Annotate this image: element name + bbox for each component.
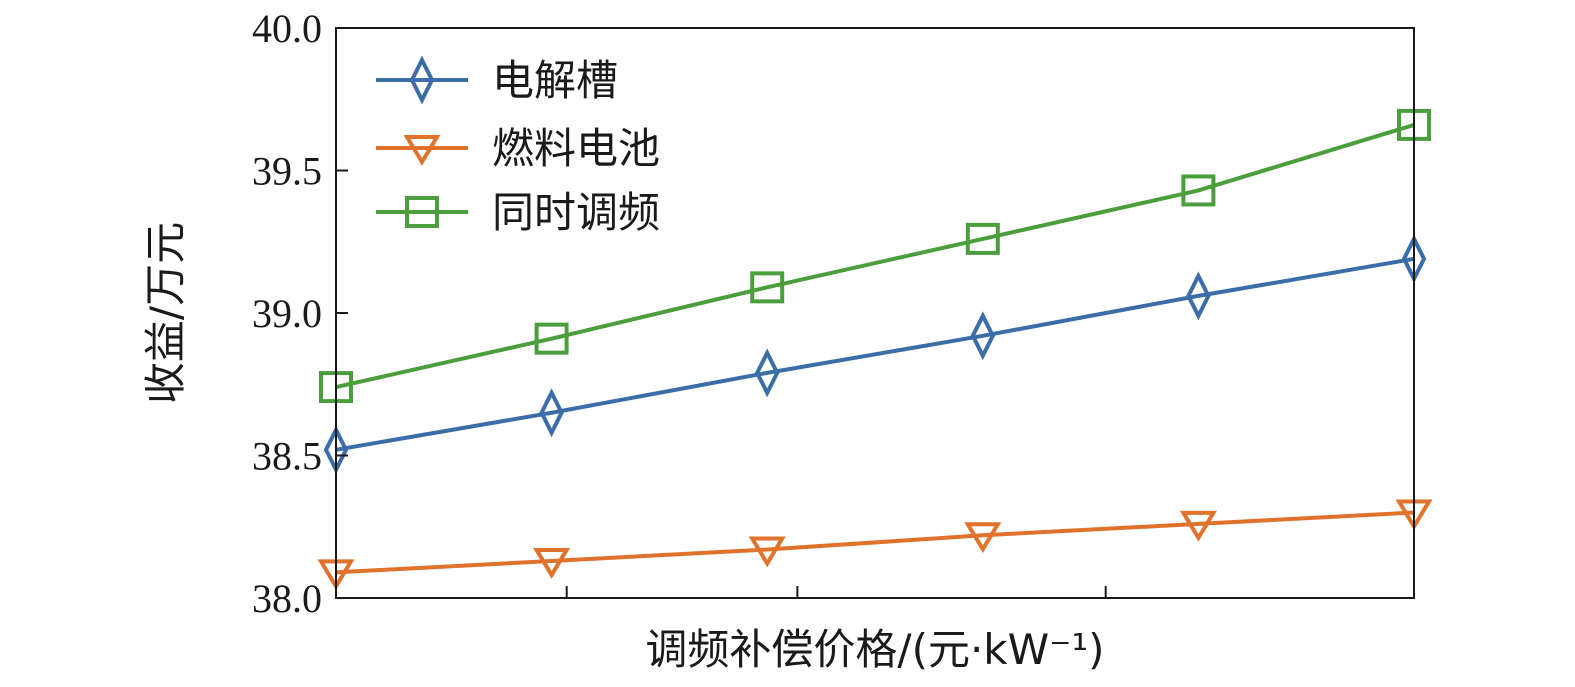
legend-marker <box>403 135 441 166</box>
series-layer <box>317 108 1433 591</box>
series-line <box>335 256 1415 452</box>
y-tick-label: 39.0 <box>252 291 322 336</box>
data-point-marker <box>539 388 564 438</box>
series-2 <box>317 499 1433 591</box>
legend-label: 同时调频 <box>492 188 660 237</box>
legend-marker <box>405 196 439 228</box>
data-point-marker <box>534 322 569 355</box>
legend-item-2: 燃料电池 <box>376 124 660 173</box>
legend-marker <box>409 55 435 105</box>
data-point-marker <box>1181 174 1216 207</box>
data-point-marker <box>748 536 786 568</box>
plot-frame <box>335 27 1415 599</box>
series-line <box>335 510 1415 575</box>
data-point-marker <box>1179 510 1217 542</box>
data-point-marker <box>964 522 1002 554</box>
y-tick-label: 38.5 <box>252 434 322 479</box>
series-3 <box>319 108 1431 404</box>
y-axis-title: 收益/万元 <box>141 222 190 404</box>
legend-label: 燃料电池 <box>492 124 660 173</box>
tick-layer: 38.0 38.5 39.0 39.5 40.0 <box>252 6 1107 621</box>
data-point-marker <box>754 348 780 398</box>
data-point-marker <box>533 547 571 579</box>
y-tick-label: 40.0 <box>252 6 322 51</box>
data-point-marker <box>965 222 1000 255</box>
data-point-marker <box>1186 271 1211 321</box>
data-point-marker <box>970 311 996 361</box>
x-axis-title: 调频补偿价格/(元·kW⁻¹) <box>645 625 1104 674</box>
series-line <box>335 122 1415 390</box>
data-point-marker <box>750 271 785 304</box>
legend-label: 电解槽 <box>492 56 618 105</box>
y-tick-label: 39.5 <box>252 149 322 194</box>
legend-item-1: 电解槽 <box>376 55 618 105</box>
y-tick-label: 38.0 <box>252 576 322 621</box>
legend-item-3: 同时调频 <box>376 188 660 237</box>
series-1 <box>323 234 1427 475</box>
